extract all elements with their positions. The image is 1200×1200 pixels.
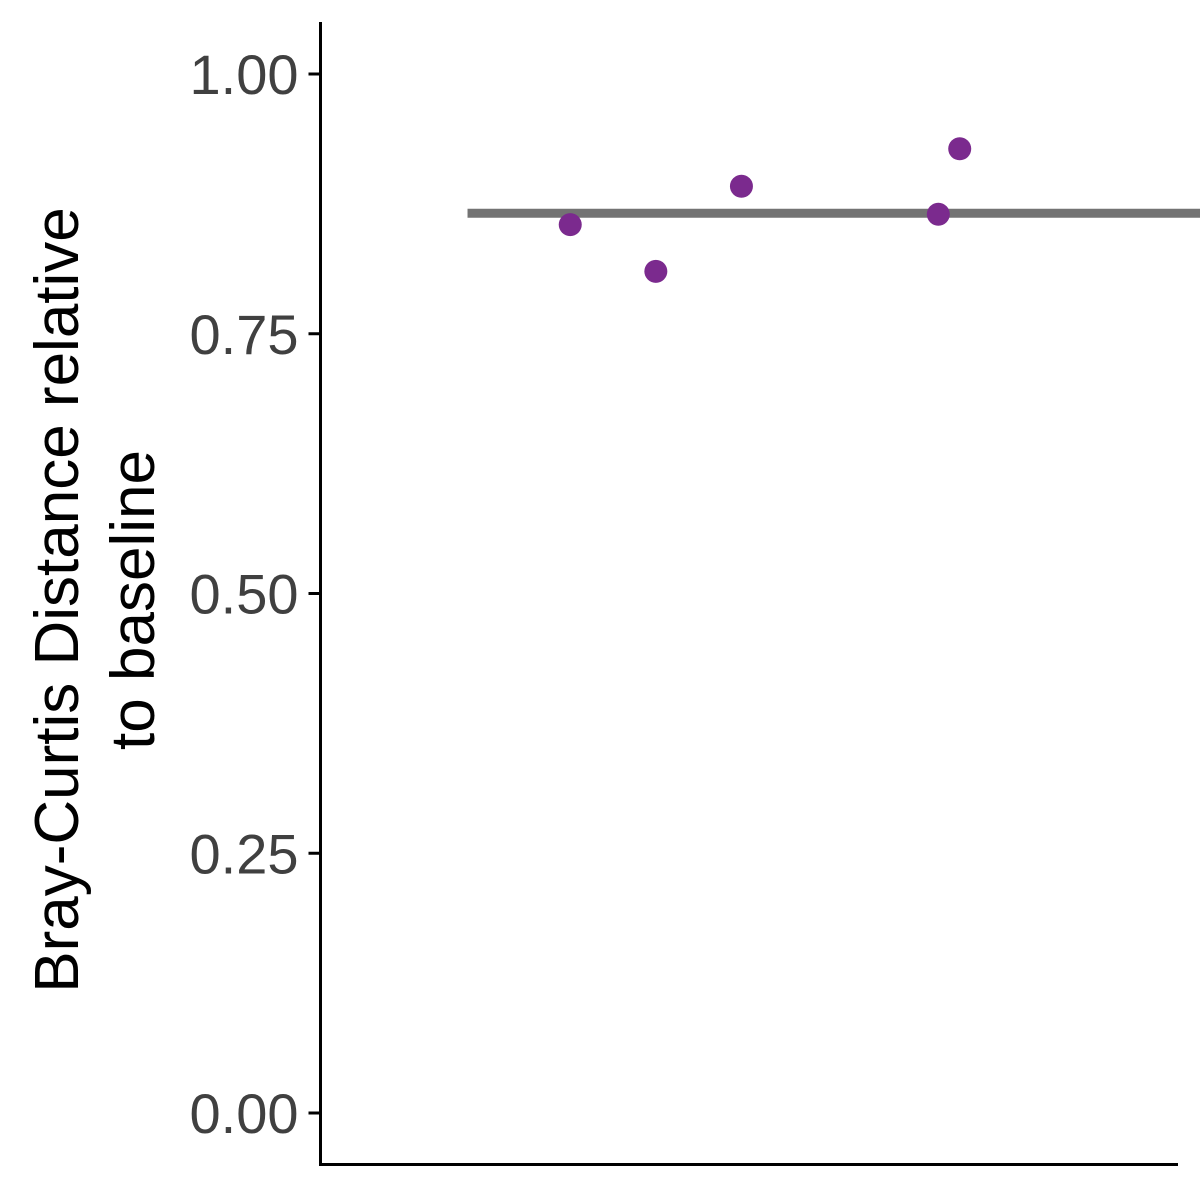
y-axis-title-line-2: to baseline [99,450,168,750]
data-point [926,202,950,226]
y-axis-ticks: 0.00 0.25 0.50 0.75 1.00 [190,43,321,1145]
y-axis-title-line-1: Bray-Curtis Distance relative [23,207,92,993]
y-tick-label: 1.00 [190,43,299,106]
data-point [558,213,582,237]
data-point [644,259,668,283]
y-tick-label: 0.25 [190,822,299,885]
y-tick-label: 0.00 [190,1082,299,1145]
y-tick-label: 0.75 [190,303,299,366]
data-point [948,137,972,161]
y-tick-label: 0.50 [190,563,299,626]
plot-marks [467,137,1200,283]
data-point [729,174,753,198]
y-axis-title-group: Bray-Curtis Distance relative to baselin… [23,207,168,993]
